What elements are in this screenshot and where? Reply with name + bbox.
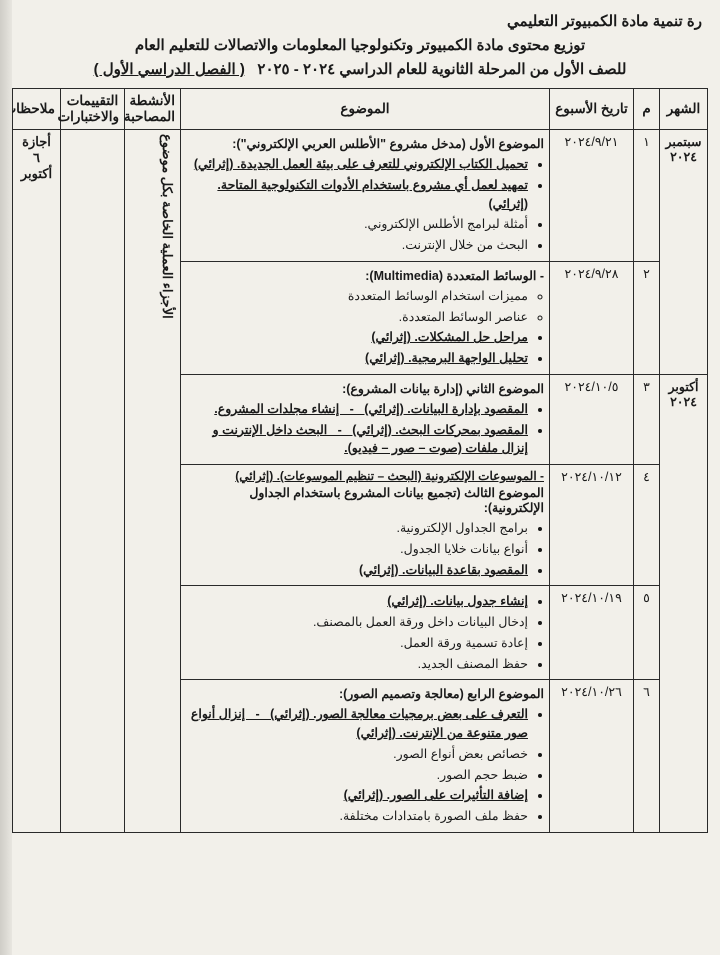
topic-bullet: مميزات استخدام الوسائط المتعددة (186, 287, 528, 306)
col-acts: الأنشطة المصاحبة (125, 89, 181, 130)
col-date: تاريخ الأسبوع (550, 89, 634, 130)
topic-title: - الوسائط المتعددة (Multimedia): (186, 268, 544, 283)
row-number: ٥ (634, 586, 660, 680)
topic-bullet: أمثلة لبرامج الأطلس الإلكتروني. (186, 215, 528, 234)
week-date: ٢٠٢٤/١٠/٥ (550, 374, 634, 464)
row-number: ٦ (634, 680, 660, 833)
topic-cell: إنشاء جدول بيانات. (إثرائي) إدخال البيانا… (181, 586, 550, 680)
col-notes: ملاحظات (13, 89, 61, 130)
week-date: ٢٠٢٤/١٠/١٢ (550, 465, 634, 586)
activities-vertical-text: الأجزاء العملية الخاصة بكل موضوع (160, 134, 175, 319)
topic-bullet-list: إنشاء جدول بيانات. (إثرائي) إدخال البيانا… (186, 592, 544, 673)
col-topic: الموضوع (181, 89, 550, 130)
notes-text: أجازة ٦ أكتوبر (18, 134, 55, 182)
notes-cell: أجازة ٦ أكتوبر (13, 130, 61, 833)
month-cell: سبتمبر ٢٠٢٤ (660, 130, 708, 375)
topic-bullet: التعرف على بعض برمجيات معالجة الصور. (إث… (186, 705, 528, 743)
table-body: سبتمبر ٢٠٢٤١٢٠٢٤/٩/٢١ الموضوع الأول (مدخل… (13, 130, 708, 833)
week-date: ٢٠٢٤/١٠/٢٦ (550, 680, 634, 833)
col-num: م (634, 89, 660, 130)
topic-bullet: عناصر الوسائط المتعددة. (186, 308, 528, 327)
topic-bullet: مراحل حل المشكلات. (إثرائي) (186, 328, 528, 347)
topic-bullet: إنشاء جدول بيانات. (إثرائي) (186, 592, 528, 611)
topic-bullet: أنواع بيانات خلايا الجدول. (186, 540, 528, 559)
topic-cell: - الموسوعات الإلكترونية (البحث – تنظيم ا… (181, 465, 550, 586)
topic-pre-title: - الموسوعات الإلكترونية (البحث – تنظيم ا… (186, 469, 544, 483)
evaluation-cell (61, 130, 125, 833)
topic-bullet: المقصود بقاعدة البيانات. (إثرائي) (186, 561, 528, 580)
title-line-1: توزيع محتوى مادة الكمبيوتر وتكنولوجيا ال… (12, 34, 708, 58)
topic-bullet: تمهيد لعمل أي مشروع باستخدام الأدوات الت… (186, 176, 528, 214)
topic-title: الموضوع الثاني (إدارة بيانات المشروع): (186, 381, 544, 396)
topic-bullet-text: المقصود بمحركات البحث. (إثرائي) - البحث … (213, 423, 528, 456)
title-line-2: للصف الأول من المرحلة الثانوية للعام الد… (12, 58, 708, 82)
topic-bullet: تحميل الكتاب الإلكتروني للتعرف على بيئة … (186, 155, 528, 174)
topic-bullet-text: المقصود بقاعدة البيانات. (إثرائي) (359, 563, 528, 577)
topic-bullet: إدخال البيانات داخل ورقة العمل بالمصنف. (186, 613, 528, 632)
topic-title: الموضوع الرابع (معالجة وتصميم الصور): (186, 686, 544, 701)
topic-bullet-text: مراحل حل المشكلات. (إثرائي) (371, 330, 528, 344)
week-date: ٢٠٢٤/٩/٢١ (550, 130, 634, 262)
topic-cell: الموضوع الأول (مدخل مشروع "الأطلس العربي… (181, 130, 550, 262)
row-number: ٤ (634, 465, 660, 586)
semester-underlined: ( الفصل الدراسي الأول ) (94, 61, 245, 78)
topic-bullet: خصائص بعض أنواع الصور. (186, 745, 528, 764)
col-month: الشهر (660, 89, 708, 130)
page: رة تنمية مادة الكمبيوتر التعليمي توزيع م… (0, 0, 720, 955)
topic-cell: الموضوع الثاني (إدارة بيانات المشروع): ال… (181, 374, 550, 464)
topic-bullet: حفظ ملف الصورة بامتدادات مختلفة. (186, 807, 528, 826)
row-number: ٣ (634, 374, 660, 464)
topic-cell: الموضوع الرابع (معالجة وتصميم الصور): الت… (181, 680, 550, 833)
activities-cell: الأجزاء العملية الخاصة بكل موضوع (125, 130, 181, 833)
topic-bullet: تحليل الواجهة البرمجية. (إثرائي) (186, 349, 528, 368)
topic-bullet: برامج الجداول الإلكترونية. (186, 519, 528, 538)
topic-bullet-text: التعرف على بعض برمجيات معالجة الصور. (إث… (191, 707, 528, 740)
row-number: ٢ (634, 261, 660, 374)
topic-bullet: إضافة التأثيرات على الصور. (إثرائي) (186, 786, 528, 805)
month-cell: أكتوبر ٢٠٢٤ (660, 374, 708, 832)
topic-bullet-list: برامج الجداول الإلكترونية. أنواع بيانات خ… (186, 519, 544, 579)
document-header: رة تنمية مادة الكمبيوتر التعليمي توزيع م… (12, 10, 708, 82)
week-date: ٢٠٢٤/١٠/١٩ (550, 586, 634, 680)
topic-bullet-list: التعرف على بعض برمجيات معالجة الصور. (إث… (186, 705, 544, 826)
row-number: ١ (634, 130, 660, 262)
table-row: سبتمبر ٢٠٢٤١٢٠٢٤/٩/٢١الموضوع الأول (مدخل… (13, 130, 708, 262)
topic-bullet-text: إنشاء جدول بيانات. (إثرائي) (387, 594, 528, 608)
topic-bullet: حفظ المصنف الجديد. (186, 655, 528, 674)
topic-bullet-list: المقصود بإدارة البيانات. (إثرائي) - إنشا… (186, 400, 544, 458)
topic-bullet-text: المقصود بإدارة البيانات. (إثرائي) - إنشا… (214, 402, 528, 416)
topic-bullet-text: إضافة التأثيرات على الصور. (إثرائي) (344, 788, 528, 802)
topic-bullet-list: مميزات استخدام الوسائط المتعددة عناصر الو… (186, 287, 544, 368)
topic-bullet: البحث من خلال الإنترنت. (186, 236, 528, 255)
topic-bullet: المقصود بإدارة البيانات. (إثرائي) - إنشا… (186, 400, 528, 419)
topic-bullet-text: تحميل الكتاب الإلكتروني للتعرف على بيئة … (194, 157, 528, 171)
col-eval: التقييمات والاختبارات (61, 89, 125, 130)
topic-bullet-list: تحميل الكتاب الإلكتروني للتعرف على بيئة … (186, 155, 544, 255)
title-line-2a: للصف الأول من المرحلة الثانوية للعام الد… (257, 61, 626, 78)
topic-bullet: إعادة تسمية ورقة العمل. (186, 634, 528, 653)
department-name: رة تنمية مادة الكمبيوتر التعليمي (12, 10, 708, 34)
page-shadow (0, 0, 12, 955)
topic-title: الموضوع الأول (مدخل مشروع "الأطلس العربي… (186, 136, 544, 151)
week-date: ٢٠٢٤/٩/٢٨ (550, 261, 634, 374)
topic-cell: - الوسائط المتعددة (Multimedia): مميزات ا… (181, 261, 550, 374)
distribution-table: الشهر م تاريخ الأسبوع الموضوع الأنشطة ال… (12, 88, 708, 833)
topic-bullet: المقصود بمحركات البحث. (إثرائي) - البحث … (186, 421, 528, 459)
topic-title: الموضوع الثالث (تجميع بيانات المشروع باس… (186, 485, 544, 515)
topic-bullet-text: تمهيد لعمل أي مشروع باستخدام الأدوات الت… (217, 178, 528, 211)
table-header-row: الشهر م تاريخ الأسبوع الموضوع الأنشطة ال… (13, 89, 708, 130)
topic-bullet: ضبط حجم الصور. (186, 766, 528, 785)
topic-bullet-text: تحليل الواجهة البرمجية. (إثرائي) (365, 351, 528, 365)
